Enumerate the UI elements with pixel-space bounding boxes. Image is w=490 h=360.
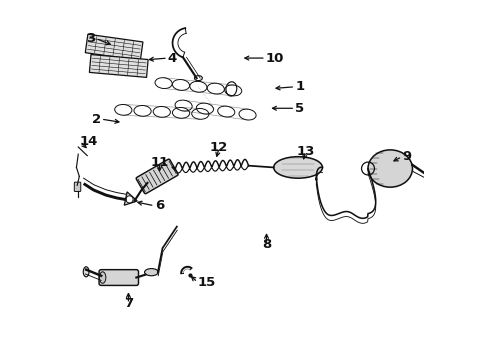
Bar <box>85 34 143 60</box>
FancyBboxPatch shape <box>136 159 178 194</box>
Text: 2: 2 <box>92 113 101 126</box>
Text: 11: 11 <box>150 156 169 168</box>
Ellipse shape <box>83 267 89 277</box>
Bar <box>89 54 148 77</box>
Text: 4: 4 <box>168 51 177 64</box>
Text: 13: 13 <box>297 145 315 158</box>
Text: 9: 9 <box>402 150 411 163</box>
Text: 6: 6 <box>155 199 164 212</box>
Text: 8: 8 <box>262 238 271 251</box>
Text: 12: 12 <box>210 141 228 154</box>
Text: 1: 1 <box>295 80 304 93</box>
Text: 15: 15 <box>197 276 216 289</box>
Ellipse shape <box>368 150 413 187</box>
Text: 3: 3 <box>86 32 96 45</box>
Bar <box>89 54 148 77</box>
Bar <box>85 34 143 60</box>
FancyBboxPatch shape <box>99 270 139 285</box>
Text: 7: 7 <box>124 297 133 310</box>
Text: 14: 14 <box>80 135 98 148</box>
Ellipse shape <box>274 157 322 178</box>
Circle shape <box>126 196 133 203</box>
Ellipse shape <box>99 272 106 283</box>
Ellipse shape <box>145 269 158 276</box>
Text: 5: 5 <box>295 102 304 115</box>
Text: 10: 10 <box>266 51 284 64</box>
FancyBboxPatch shape <box>74 182 81 192</box>
